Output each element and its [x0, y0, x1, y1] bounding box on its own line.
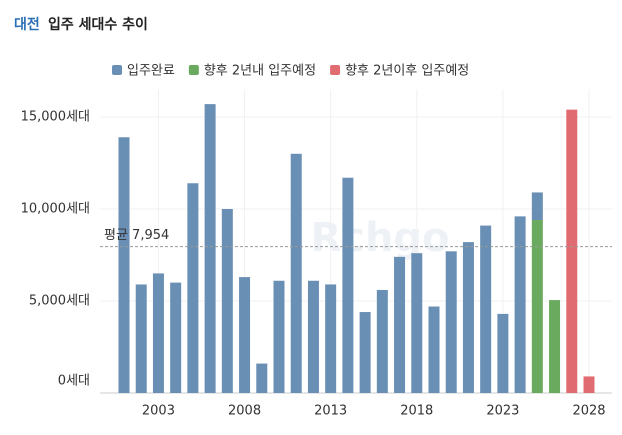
bar — [514, 216, 526, 393]
bar — [204, 104, 216, 394]
x-tick-label: 2003 — [142, 404, 175, 419]
bar — [359, 312, 371, 393]
bar — [256, 363, 268, 393]
y-tick-label: 15,000세대 — [21, 110, 90, 125]
bar — [239, 277, 251, 393]
bar — [531, 220, 543, 393]
y-tick-label: 5,000세대 — [29, 294, 90, 309]
x-tick-label: 2023 — [486, 404, 519, 419]
bar — [428, 306, 440, 393]
bar — [394, 256, 406, 393]
bar — [480, 225, 492, 393]
x-tick-label: 2013 — [314, 404, 347, 419]
bar — [135, 284, 147, 393]
bar — [152, 273, 164, 393]
bar — [549, 300, 561, 393]
legend-swatch — [188, 65, 199, 75]
bar — [307, 280, 319, 393]
bar — [497, 313, 509, 393]
average-label: 평균 7,954 — [104, 228, 169, 243]
legend-label: 입주완료 — [127, 64, 175, 79]
bar — [325, 284, 337, 393]
title-region: 대전 — [14, 16, 40, 33]
bar — [118, 137, 130, 393]
bar — [187, 183, 199, 393]
bar — [273, 280, 285, 393]
watermark: Rchgo — [310, 215, 449, 261]
bar — [342, 177, 354, 393]
legend-swatch — [112, 65, 122, 75]
bar — [462, 242, 474, 393]
x-tick-label: 2028 — [572, 404, 605, 419]
bar — [566, 109, 578, 393]
y-tick-label: 10,000세대 — [21, 202, 90, 217]
bar — [583, 376, 595, 393]
legend-label: 향후 2년내 입주예정 — [204, 64, 316, 79]
legend-label: 향후 2년이후 입주예정 — [345, 64, 469, 79]
legend-swatch — [330, 65, 341, 75]
bar — [411, 253, 423, 393]
bar — [445, 251, 457, 393]
bar — [290, 153, 302, 393]
bar — [376, 289, 388, 393]
y-tick-label: 0세대 — [58, 374, 90, 389]
bar — [531, 192, 543, 221]
bar — [221, 209, 233, 393]
bar — [170, 282, 182, 393]
chart-title: 입주 세대수 추이 — [48, 16, 148, 33]
x-tick-label: 2018 — [400, 404, 433, 419]
x-tick-label: 2008 — [228, 404, 261, 419]
